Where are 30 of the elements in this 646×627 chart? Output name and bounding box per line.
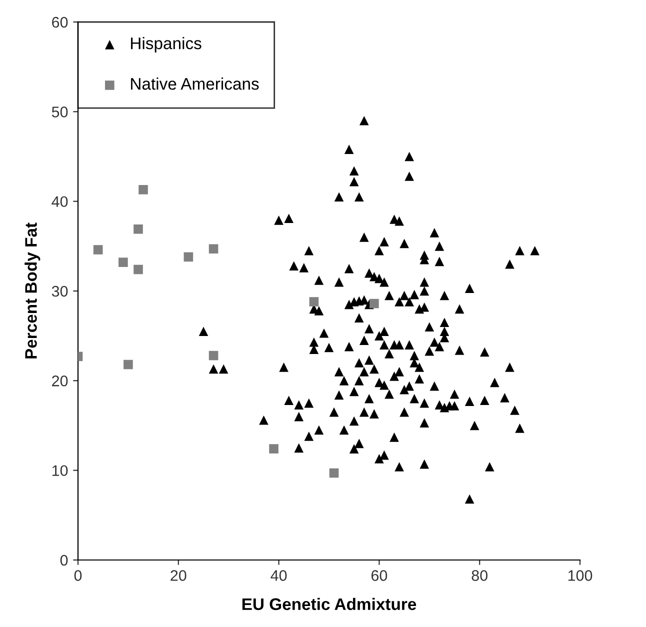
y-tick-label: 50 <box>52 106 68 118</box>
point <box>208 350 218 360</box>
point <box>134 264 143 274</box>
point <box>329 468 339 478</box>
y-tick-label: 40 <box>52 196 68 208</box>
x-tick-label: 40 <box>270 570 287 581</box>
x-tick-label: 100 <box>568 570 592 581</box>
point <box>118 258 128 267</box>
point <box>309 297 319 306</box>
y-axis-title: Percent Body Fat <box>24 222 40 358</box>
y-tick-label: 60 <box>52 16 68 28</box>
legend-label: Hispanics <box>131 37 202 53</box>
x-tick-label: 80 <box>472 570 488 581</box>
y-tick-label: 10 <box>52 465 68 476</box>
y-tick-label: 20 <box>52 376 68 386</box>
point <box>124 360 133 370</box>
point <box>370 298 379 308</box>
x-tick-label: 60 <box>371 570 388 581</box>
x-tick-label: 0 <box>74 570 82 581</box>
y-tick-label: 0 <box>60 554 68 566</box>
point <box>208 244 218 254</box>
point <box>184 252 194 262</box>
x-tick-label: 20 <box>170 570 186 581</box>
point <box>269 444 278 454</box>
point <box>134 224 143 234</box>
legend-label: Native Americans <box>131 78 259 90</box>
point <box>93 245 103 254</box>
x-axis-title: EU Genetic Admixture <box>242 598 416 610</box>
point <box>138 185 148 194</box>
y-tick-label: 30 <box>52 286 68 297</box>
